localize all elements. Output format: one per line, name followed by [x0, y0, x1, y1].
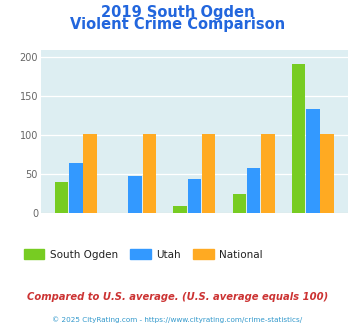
Bar — [69, 163, 83, 213]
Bar — [247, 168, 261, 213]
Text: 2019 South Ogden: 2019 South Ogden — [101, 5, 254, 20]
Bar — [173, 206, 187, 213]
Bar — [187, 179, 201, 213]
Bar — [306, 109, 320, 213]
Bar — [83, 134, 97, 213]
Bar — [142, 134, 156, 213]
Bar — [55, 182, 69, 213]
Legend: South Ogden, Utah, National: South Ogden, Utah, National — [20, 245, 267, 264]
Bar — [261, 134, 275, 213]
Bar — [233, 194, 246, 213]
Bar — [128, 176, 142, 213]
Text: © 2025 CityRating.com - https://www.cityrating.com/crime-statistics/: © 2025 CityRating.com - https://www.city… — [53, 316, 302, 323]
Bar — [202, 134, 215, 213]
Bar — [292, 64, 306, 213]
Text: Violent Crime Comparison: Violent Crime Comparison — [70, 16, 285, 31]
Bar — [320, 134, 334, 213]
Text: Compared to U.S. average. (U.S. average equals 100): Compared to U.S. average. (U.S. average … — [27, 292, 328, 302]
